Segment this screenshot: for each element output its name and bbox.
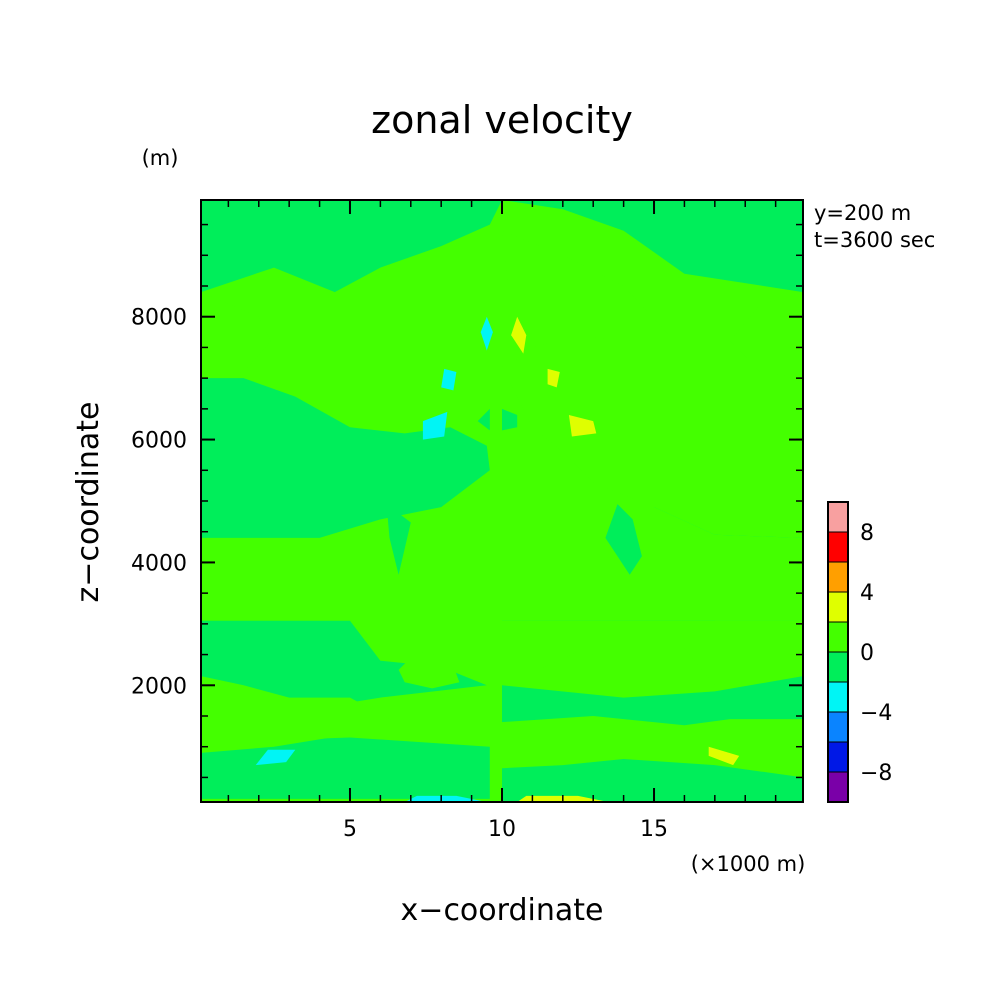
x-unit-label: (×1000 m) [691,852,806,876]
contour-region [502,200,803,293]
annotation-y: y=200 m [814,201,911,225]
contour-region [404,795,487,802]
y-tick-label: 8000 [131,306,187,331]
colorbar-swatch [827,501,849,533]
colorbar-swatch [827,711,849,743]
contour-region [730,292,803,379]
contour-region [398,651,460,689]
chart-title: zonal velocity [371,98,633,142]
contour-region [480,316,493,351]
x-tick-label: 5 [343,817,357,842]
x-tick-label: 15 [640,817,668,842]
colorbar-swatch [827,651,849,683]
colorbar-swatch [827,681,849,713]
contour-region [441,368,457,391]
y-tick-label: 6000 [131,429,187,454]
contour-region [502,230,670,366]
contour-region [422,411,448,440]
contour-region [201,378,490,538]
contour-region [201,716,490,799]
contour-region [386,504,411,575]
annotation-t: t=3600 sec [814,228,935,252]
contour-region [477,408,490,431]
contour-region [547,368,560,388]
contour-region [605,504,642,575]
contour-region [201,620,487,710]
colorbar-tick-label: −8 [860,761,892,786]
colorbar-tick-label: −4 [860,701,892,726]
colorbar-swatch [827,591,849,623]
colorbar-tick-label: 8 [860,521,874,546]
colorbar-swatch [827,621,849,653]
contour-region [201,200,502,293]
contour-regions [201,200,803,802]
x-axis-label: x−coordinate [401,893,604,928]
contour-region [201,292,271,379]
colorbar-tick-label: 0 [860,641,874,666]
colorbar-tick-label: 4 [860,581,874,606]
colorbar-swatch [827,561,849,593]
contour-region [684,620,803,686]
colorbar-frame [827,501,849,803]
contour-region [568,415,597,437]
colorbar-swatch [827,741,849,773]
contour-region [511,316,527,354]
annotation-group: y=200 m t=3600 sec [814,201,935,252]
contour-region [708,746,740,766]
colorbar: −8 −4 0 4 8 [827,501,892,803]
colorbar-swatch [827,531,849,563]
contour-region [502,408,518,431]
contour-region [201,676,396,753]
y-unit-label: (m) [142,146,179,170]
y-tick-label: 4000 [131,551,187,576]
contour-region [538,651,624,689]
contour-region [502,365,803,621]
contour-region [255,749,296,766]
plot-area: 5 10 15 2000 4000 6000 8000 [131,199,804,842]
y-tick-label: 2000 [131,674,187,699]
colorbar-swatch [827,771,849,803]
y-axis-label: z−coordinate [71,402,106,603]
x-tick-label: 10 [488,817,516,842]
